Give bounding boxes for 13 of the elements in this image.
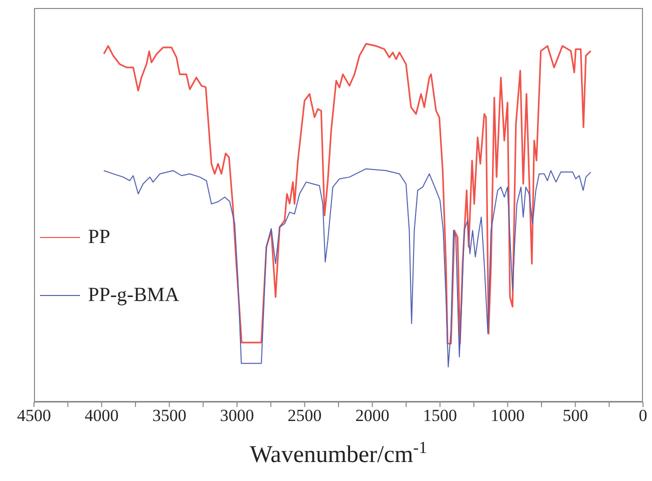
x-tick-label: 4500 (17, 406, 51, 426)
x-tick-label: 1000 (490, 406, 525, 426)
x-tick-label: 500 (562, 406, 588, 426)
x-tick-label: 2500 (288, 406, 322, 426)
x-tick-label: 4000 (84, 406, 119, 426)
legend-label: PP-g-BMA (88, 284, 180, 306)
x-axis-title: Wavenumber/cm$^{-1}$ (250, 438, 428, 468)
x-tick-label: 2000 (355, 406, 390, 426)
x-tick-label: 3500 (152, 406, 186, 426)
x-tick-label: 0 (638, 406, 648, 426)
legend-label: PP (88, 226, 110, 248)
x-tick-label: 3000 (220, 406, 254, 426)
x-tick-label: 1500 (423, 406, 457, 426)
